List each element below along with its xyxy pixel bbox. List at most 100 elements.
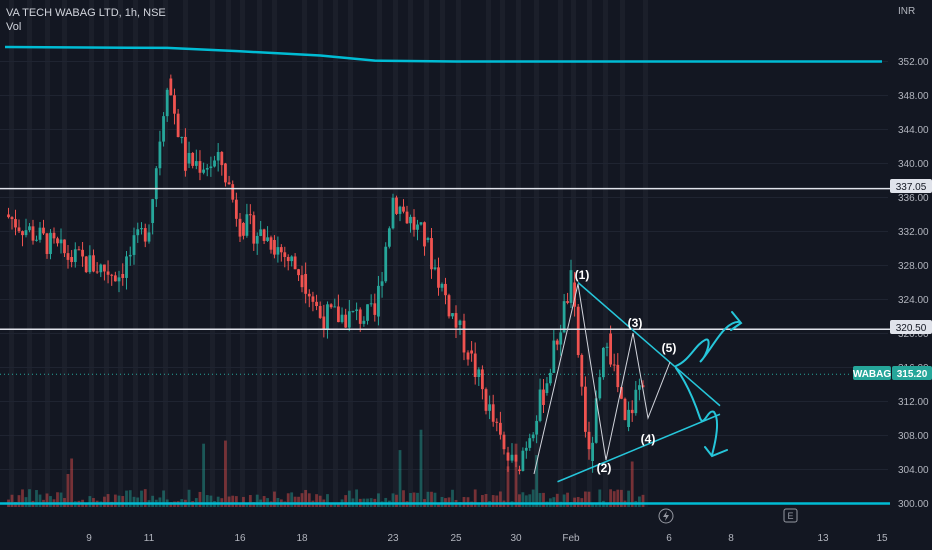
volume-bar	[28, 489, 31, 507]
candle-body	[329, 304, 333, 308]
volume-bar	[638, 496, 641, 507]
candle-body	[580, 355, 584, 387]
candle-body	[307, 293, 311, 297]
candlesticks	[7, 74, 645, 475]
session-band-6	[118, 0, 123, 507]
candle-body	[184, 136, 187, 171]
candle-body	[337, 306, 340, 323]
volume-bar	[506, 466, 510, 507]
bearish-arrow-drawing[interactable]	[675, 367, 728, 458]
resistance-lower-label: 320.50	[896, 323, 927, 334]
candle-body	[24, 230, 28, 236]
earnings-icon[interactable]: E	[783, 508, 798, 523]
resistance-upper-label: 337.05	[896, 182, 927, 193]
candle-body	[466, 352, 470, 360]
volume-bar	[542, 492, 545, 507]
trendline-drawings[interactable]: (1) (2) (3) (4) (5)	[533, 268, 743, 483]
volume-bar	[106, 494, 110, 507]
candle-body	[623, 398, 627, 421]
volume-bar	[49, 496, 52, 507]
session-band-4	[89, 0, 94, 507]
flash-icon[interactable]	[658, 508, 674, 524]
volume-bar	[88, 496, 92, 507]
candle-body	[66, 253, 70, 260]
candle-body	[21, 231, 24, 236]
volume-bar	[562, 494, 566, 507]
volume-bar	[297, 496, 300, 507]
volume-bar	[333, 502, 337, 507]
candle-body	[470, 350, 473, 354]
candle-body	[266, 237, 269, 241]
candle-body	[609, 333, 612, 365]
wave-label-4: (4)	[641, 432, 656, 446]
session-band-18	[333, 0, 338, 507]
candle-body	[514, 454, 518, 462]
volume-bar	[38, 494, 42, 507]
candle-body	[297, 269, 300, 276]
wave-zigzag[interactable]	[533, 283, 671, 475]
candle-body	[128, 254, 132, 257]
bullish-arrow-drawing[interactable]	[675, 311, 743, 367]
session-band-27	[500, 0, 505, 507]
volume-bar	[584, 491, 587, 507]
candle-body	[499, 422, 502, 435]
candle-body	[433, 267, 437, 270]
volume-bar	[10, 494, 14, 507]
volume-bar	[347, 490, 351, 507]
candle-body	[552, 340, 556, 373]
session-band-16	[302, 0, 307, 507]
candle-body	[559, 332, 563, 345]
time-tick-2: 16	[234, 533, 246, 544]
candle-body	[362, 320, 366, 324]
candle-body	[136, 229, 140, 236]
volume-bar	[521, 492, 525, 507]
volume-bar	[524, 495, 528, 507]
volume-bar	[304, 489, 308, 507]
candle-body	[605, 346, 609, 348]
candle-body	[326, 304, 329, 330]
candle-body	[245, 214, 249, 236]
candle-body	[242, 223, 245, 236]
volume-bar	[307, 493, 311, 507]
volume-bar	[113, 494, 117, 507]
candle-body	[56, 238, 59, 244]
candle-body	[444, 283, 447, 296]
candle-body	[333, 306, 337, 308]
candle-body	[315, 301, 318, 307]
volume-bar	[24, 497, 28, 507]
volume-bar	[45, 493, 49, 507]
candle-body	[437, 267, 440, 288]
candle-body	[14, 219, 17, 228]
candle-body	[377, 285, 380, 317]
candle-body	[231, 184, 235, 200]
price-tick-10: 312.00	[898, 397, 929, 408]
volume-bar	[315, 494, 318, 507]
volume-bar	[412, 492, 416, 507]
volume-bar	[198, 491, 202, 507]
volume-bar	[440, 496, 444, 507]
candle-body	[426, 238, 430, 240]
candle-body	[220, 152, 224, 166]
time-tick-8: 6	[666, 533, 672, 544]
time-axis[interactable]: 9 11 16 18 23 25 30 Feb 6 8 13 15	[86, 533, 888, 544]
volume-bar	[70, 458, 74, 507]
time-tick-9: 8	[728, 533, 734, 544]
triangle-upper-line[interactable]	[577, 281, 721, 407]
candle-body	[269, 237, 273, 250]
session-band-8	[149, 0, 154, 507]
candle-body	[84, 256, 88, 273]
candle-body	[634, 389, 638, 414]
candle-body	[110, 274, 114, 276]
triangle-lower-line[interactable]	[557, 413, 721, 483]
candle-body	[224, 163, 227, 183]
candle-body	[630, 409, 634, 414]
horizontal-levels[interactable]	[0, 187, 890, 505]
volume-bar	[528, 494, 532, 507]
candle-body	[351, 310, 355, 312]
price-axis[interactable]: INR 352.00 348.00 344.00 340.00 336.00 332.00…	[898, 6, 929, 510]
volume-bar	[514, 443, 518, 507]
volume-bar	[151, 495, 155, 507]
candle-body	[531, 434, 535, 439]
